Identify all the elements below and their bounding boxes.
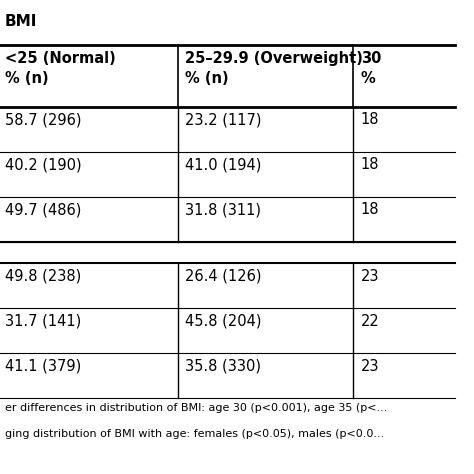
Text: 23: 23: [361, 269, 379, 284]
Text: 26.4 (126): 26.4 (126): [185, 269, 262, 284]
Text: ging distribution of BMI with age: females (p<0.05), males (p<0.0...: ging distribution of BMI with age: femal…: [5, 429, 384, 439]
Text: 18: 18: [361, 157, 379, 173]
Text: 18: 18: [361, 112, 379, 128]
Text: 22: 22: [361, 314, 379, 329]
Text: 49.7 (486): 49.7 (486): [6, 202, 82, 218]
Text: 58.7 (296): 58.7 (296): [6, 112, 82, 128]
Text: 35.8 (330): 35.8 (330): [185, 359, 261, 374]
Text: 18: 18: [361, 202, 379, 218]
Text: 31.8 (311): 31.8 (311): [185, 202, 261, 218]
Text: 25–29.9 (Overweight)
% (n): 25–29.9 (Overweight) % (n): [185, 51, 363, 85]
Text: 31.7 (141): 31.7 (141): [6, 314, 82, 329]
Text: <25 (Normal)
% (n): <25 (Normal) % (n): [6, 51, 116, 85]
Text: 49.8 (238): 49.8 (238): [6, 269, 82, 284]
Text: 30
%: 30 %: [361, 51, 381, 85]
Text: 23.2 (117): 23.2 (117): [185, 112, 262, 128]
Text: 41.1 (379): 41.1 (379): [6, 359, 82, 374]
Text: 41.0 (194): 41.0 (194): [185, 157, 262, 173]
Text: BMI: BMI: [5, 14, 37, 29]
Text: er differences in distribution of BMI: age 30 (p<0.001), age 35 (p<...: er differences in distribution of BMI: a…: [5, 403, 387, 413]
Text: 23: 23: [361, 359, 379, 374]
Text: 45.8 (204): 45.8 (204): [185, 314, 262, 329]
Text: 40.2 (190): 40.2 (190): [6, 157, 82, 173]
